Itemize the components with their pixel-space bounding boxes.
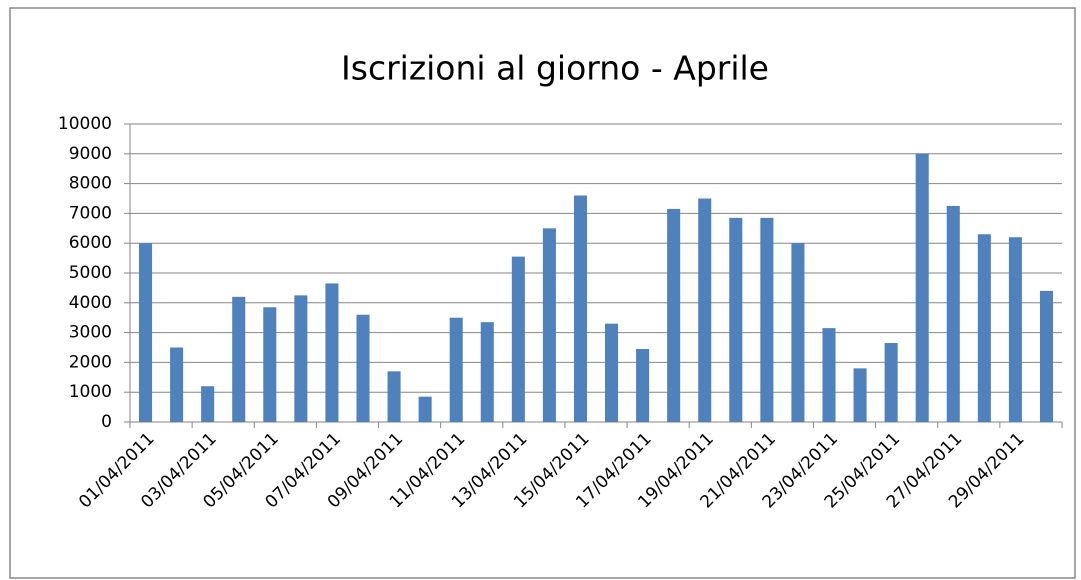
bar xyxy=(946,205,960,422)
chart-frame xyxy=(9,7,1076,579)
y-tick-label: 10000 xyxy=(58,114,112,134)
bar xyxy=(139,243,153,422)
bar xyxy=(201,386,215,422)
bar xyxy=(760,217,774,422)
bar xyxy=(232,296,246,422)
bar xyxy=(729,217,743,422)
bar xyxy=(263,307,277,422)
bar xyxy=(822,328,836,422)
bar xyxy=(511,256,525,422)
y-tick-label: 6000 xyxy=(69,233,112,253)
bar xyxy=(636,348,650,422)
y-tick-label: 5000 xyxy=(69,263,112,283)
y-tick-label: 7000 xyxy=(69,203,112,223)
chart-title: Iscrizioni al giorno - Aprile xyxy=(341,49,769,88)
y-tick-label: 4000 xyxy=(69,293,112,313)
bar xyxy=(573,195,587,422)
bar xyxy=(605,323,619,422)
y-tick-label: 9000 xyxy=(69,144,112,164)
bar xyxy=(294,295,308,422)
bar xyxy=(418,396,432,422)
bar xyxy=(170,347,184,422)
y-tick-label: 3000 xyxy=(69,323,112,343)
bar xyxy=(853,368,867,422)
y-tick-label: 0 xyxy=(101,412,112,432)
y-tick-label: 2000 xyxy=(69,352,112,372)
bar xyxy=(387,371,401,422)
bar xyxy=(698,198,712,422)
bar xyxy=(325,283,339,422)
y-tick-label: 8000 xyxy=(69,174,112,194)
bar xyxy=(1008,237,1022,422)
bar xyxy=(449,317,463,422)
bar xyxy=(480,322,494,422)
y-tick-label: 1000 xyxy=(69,382,112,402)
bar xyxy=(915,153,929,423)
bar xyxy=(791,243,805,422)
bar xyxy=(1039,290,1053,422)
bar xyxy=(884,343,898,422)
bar xyxy=(356,314,370,422)
bar xyxy=(667,208,681,422)
bar xyxy=(542,228,556,422)
bar xyxy=(977,234,991,422)
